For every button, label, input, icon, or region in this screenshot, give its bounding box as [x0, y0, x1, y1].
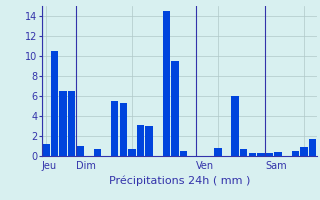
Bar — [60, 91, 67, 156]
Text: Précipitations 24h ( mm ): Précipitations 24h ( mm ) — [108, 176, 250, 186]
Bar — [300, 147, 308, 156]
Bar — [275, 152, 282, 156]
Bar — [231, 96, 239, 156]
Bar — [77, 146, 84, 156]
Bar — [68, 91, 75, 156]
Bar — [266, 153, 273, 156]
Bar — [94, 149, 101, 156]
Bar — [257, 153, 265, 156]
Bar — [120, 103, 127, 156]
Bar — [171, 61, 179, 156]
Bar — [146, 126, 153, 156]
Text: Jeu: Jeu — [42, 161, 57, 171]
Bar — [292, 151, 299, 156]
Bar — [240, 149, 247, 156]
Bar — [128, 149, 136, 156]
Text: Dim: Dim — [76, 161, 96, 171]
Bar — [137, 125, 144, 156]
Bar — [249, 153, 256, 156]
Bar — [42, 144, 50, 156]
Text: Sam: Sam — [265, 161, 287, 171]
Bar — [309, 139, 316, 156]
Bar — [214, 148, 221, 156]
Bar — [111, 101, 118, 156]
Bar — [51, 51, 58, 156]
Bar — [163, 11, 170, 156]
Bar — [180, 151, 187, 156]
Text: Ven: Ven — [196, 161, 214, 171]
